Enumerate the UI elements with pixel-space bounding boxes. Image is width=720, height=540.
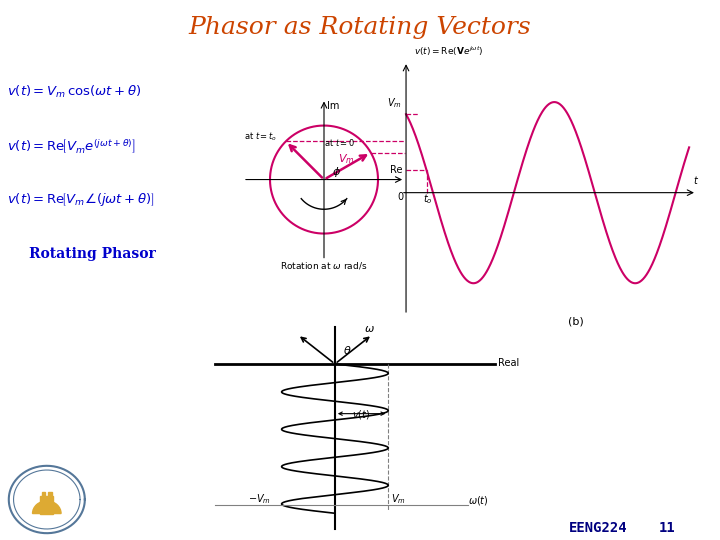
Text: $v(t) = \mathrm{Re}\!\left[V_m\angle(j\omega t+\theta)\right]$: $v(t) = \mathrm{Re}\!\left[V_m\angle(j\o… [7, 191, 155, 208]
Text: $v(t) = \mathrm{Re}\!\left[V_m e^{(j\omega t+\theta)}\right]$: $v(t) = \mathrm{Re}\!\left[V_m e^{(j\ome… [7, 137, 136, 155]
Text: Rotating Phasor: Rotating Phasor [29, 247, 156, 261]
Text: Rotation at $\omega$ rad/s: Rotation at $\omega$ rad/s [280, 260, 368, 271]
Bar [42, 492, 45, 496]
Text: $v(t)$: $v(t)$ [353, 408, 371, 421]
Text: (b): (b) [568, 316, 584, 326]
Text: Phasor as Rotating Vectors: Phasor as Rotating Vectors [189, 16, 531, 39]
Text: $V_m$: $V_m$ [391, 492, 405, 507]
Text: Re: Re [390, 165, 402, 175]
Text: $v(t) = V_m\,\cos(\omega t + \theta)$: $v(t) = V_m\,\cos(\omega t + \theta)$ [7, 84, 142, 100]
Text: EENG224: EENG224 [569, 521, 627, 535]
Text: 11: 11 [659, 521, 675, 535]
Text: $V_m$: $V_m$ [338, 152, 354, 166]
Text: $t$: $t$ [693, 173, 699, 186]
Text: Im: Im [327, 101, 340, 111]
Text: $v(t) = \mathrm{Re}(\mathbf{V}e^{j\omega t})$: $v(t) = \mathrm{Re}(\mathbf{V}e^{j\omega… [414, 45, 483, 58]
Bar [48, 492, 52, 496]
Text: $\theta$: $\theta$ [343, 345, 351, 356]
Text: Real: Real [498, 358, 519, 368]
Text: at $t = 0$: at $t = 0$ [324, 137, 355, 147]
Text: 0: 0 [397, 192, 403, 202]
Bar [40, 496, 53, 514]
Text: $\omega(t)$: $\omega(t)$ [468, 494, 489, 507]
Text: at $t = t_o$: at $t = t_o$ [244, 130, 277, 143]
Text: $V_m$: $V_m$ [387, 96, 402, 110]
Wedge shape [32, 501, 61, 514]
Text: $\phi$: $\phi$ [331, 165, 341, 179]
Text: $\omega$: $\omega$ [364, 324, 375, 334]
Text: $t_o$: $t_o$ [423, 192, 433, 206]
Text: $-V_m$: $-V_m$ [248, 492, 271, 507]
